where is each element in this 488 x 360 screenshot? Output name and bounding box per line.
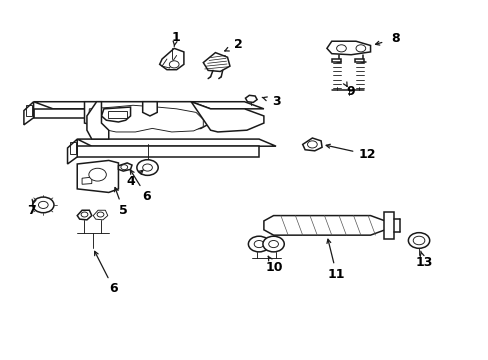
Circle shape [407,233,429,248]
Circle shape [81,212,88,217]
Circle shape [248,236,269,252]
Polygon shape [24,102,34,125]
Polygon shape [93,210,107,220]
Text: 10: 10 [265,261,283,274]
Circle shape [263,236,284,252]
Polygon shape [326,41,370,55]
Text: 12: 12 [358,148,375,161]
Circle shape [355,45,365,52]
Text: 4: 4 [126,175,135,188]
Text: 1: 1 [171,31,180,44]
Polygon shape [191,102,264,132]
Text: 3: 3 [271,95,280,108]
Text: 8: 8 [391,32,399,45]
Circle shape [137,160,158,175]
Polygon shape [34,102,264,109]
Circle shape [39,201,48,208]
Polygon shape [34,109,244,118]
Circle shape [89,168,106,181]
Polygon shape [88,105,203,132]
Polygon shape [84,102,210,130]
Polygon shape [118,163,132,171]
Circle shape [121,165,127,170]
Text: 6: 6 [142,189,151,203]
Polygon shape [67,139,77,164]
Circle shape [142,164,152,171]
Circle shape [97,212,103,217]
Polygon shape [245,95,257,103]
Text: 7: 7 [27,204,36,217]
Text: 5: 5 [119,204,127,217]
Circle shape [254,240,264,248]
Polygon shape [203,53,229,72]
Polygon shape [77,210,92,220]
Circle shape [33,197,54,213]
Polygon shape [87,102,108,139]
Circle shape [169,61,179,68]
Text: 2: 2 [233,38,242,51]
Polygon shape [159,48,183,70]
Polygon shape [354,59,364,62]
Circle shape [336,45,346,52]
Circle shape [268,240,278,248]
Circle shape [307,141,317,148]
Text: 13: 13 [414,256,432,269]
Polygon shape [142,102,157,116]
Polygon shape [264,216,385,235]
Text: 6: 6 [109,282,118,295]
Polygon shape [77,161,118,193]
Polygon shape [384,212,393,239]
Text: 11: 11 [327,268,345,281]
Circle shape [412,236,424,245]
Polygon shape [77,139,275,146]
Polygon shape [102,107,130,122]
Polygon shape [77,146,259,157]
Text: 9: 9 [345,85,354,98]
Polygon shape [331,59,341,62]
Polygon shape [302,138,322,151]
